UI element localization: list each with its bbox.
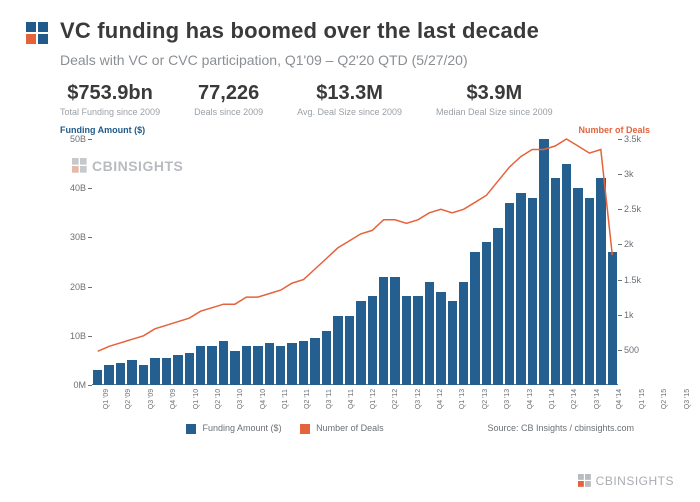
stat-total-funding: $753.9bn Total Funding since 2009 — [60, 82, 160, 117]
legend-label: Funding Amount ($) — [203, 423, 282, 433]
x-tick-label: Q3 '15 — [684, 389, 700, 409]
footer-brand-text: CBINSIGHTS — [596, 474, 674, 488]
cbinsights-logo-icon — [26, 22, 50, 46]
legend-label: Number of Deals — [316, 423, 384, 433]
stat-label: Deals since 2009 — [194, 107, 263, 117]
y-tick-left: 20B — [56, 282, 86, 292]
y-tick-right: 3.5k — [624, 134, 654, 144]
y-tick-left: 0M — [56, 380, 86, 390]
stat-label: Median Deal Size since 2009 — [436, 107, 553, 117]
x-axis-labels: Q1 '09Q2 '09Q3 '09Q4 '09Q1 '10Q2 '10Q3 '… — [92, 387, 618, 417]
legend-swatch — [186, 424, 196, 434]
page-title: VC funding has boomed over the last deca… — [60, 18, 539, 44]
stat-value: $3.9M — [436, 82, 553, 105]
cbinsights-footer-icon — [578, 474, 592, 488]
y-tick-left: 50B — [56, 134, 86, 144]
footer-brand: CBINSIGHTS — [578, 474, 674, 488]
deals-line-path — [98, 139, 613, 351]
y-tick-right: 500 — [624, 345, 654, 355]
legend: Funding Amount ($) Number of Deals Sourc… — [186, 423, 674, 434]
source-text: Source: CB Insights / cbinsights.com — [487, 423, 634, 433]
y-tick-right: 2.5k — [624, 204, 654, 214]
y-tick-right: 1.5k — [624, 275, 654, 285]
stat-median-deal: $3.9M Median Deal Size since 2009 — [436, 82, 553, 117]
y-tick-left: 10B — [56, 331, 86, 341]
y-tick-left: 40B — [56, 183, 86, 193]
stat-avg-deal: $13.3M Avg. Deal Size since 2009 — [297, 82, 402, 117]
plot-area: Q1 '09Q2 '09Q3 '09Q4 '09Q1 '10Q2 '10Q3 '… — [92, 139, 618, 385]
stat-value: 77,226 — [194, 82, 263, 105]
stats-row: $753.9bn Total Funding since 2009 77,226… — [60, 82, 674, 117]
stat-deals: 77,226 Deals since 2009 — [194, 82, 263, 117]
stat-value: $13.3M — [297, 82, 402, 105]
stat-value: $753.9bn — [60, 82, 160, 105]
chart: Funding Amount ($) Number of Deals Q1 '0… — [60, 127, 650, 417]
y-tick-right: 1k — [624, 310, 654, 320]
stat-label: Total Funding since 2009 — [60, 107, 160, 117]
y-tick-right: 3k — [624, 169, 654, 179]
y-tick-left: 30B — [56, 232, 86, 242]
page-subtitle: Deals with VC or CVC participation, Q1'0… — [60, 52, 674, 68]
stat-label: Avg. Deal Size since 2009 — [297, 107, 402, 117]
legend-swatch — [300, 424, 310, 434]
legend-item-deals: Number of Deals — [300, 423, 384, 434]
y-tick-right: 2k — [624, 239, 654, 249]
legend-item-funding: Funding Amount ($) — [186, 423, 282, 434]
deals-line — [92, 139, 618, 385]
